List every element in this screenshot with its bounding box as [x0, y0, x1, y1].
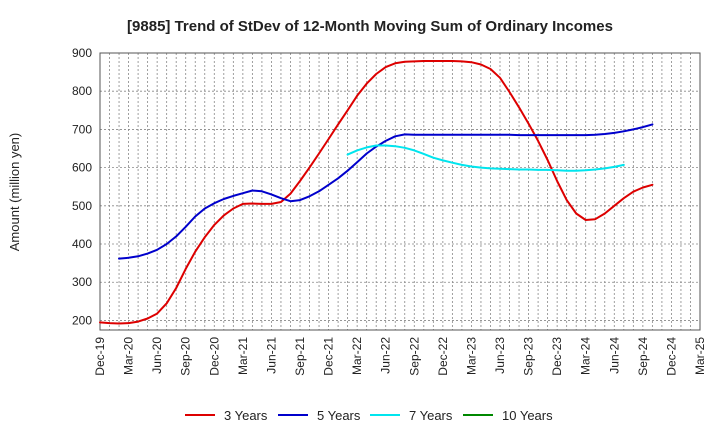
y-tick-label: 700 — [72, 122, 92, 136]
x-tick-label: Dec-19 — [93, 337, 107, 376]
y-axis-label: Amount (million yen) — [7, 133, 22, 252]
legend-label: 10 Years — [502, 408, 553, 423]
series-line-5-years — [118, 123, 654, 260]
x-tick-label: Mar-25 — [693, 337, 707, 375]
legend: 3 Years 5 Years 7 Years 10 Years — [185, 408, 553, 423]
x-tick-label: Dec-23 — [550, 337, 564, 376]
series-lines — [99, 60, 654, 325]
x-tick-label: Mar-22 — [350, 337, 364, 375]
y-tick-label: 400 — [72, 237, 92, 251]
x-tick-label: Dec-21 — [322, 337, 336, 376]
series-line-3-years — [99, 60, 654, 325]
x-tick-label: Mar-24 — [579, 337, 593, 375]
x-tick-label: Sep-21 — [293, 337, 307, 376]
x-tick-label: Mar-23 — [464, 337, 478, 375]
legend-label: 3 Years — [224, 408, 268, 423]
y-axis: 200 300 400 500 600 700 800 900 — [72, 46, 92, 327]
x-tick-label: Mar-20 — [122, 337, 136, 375]
x-tick-label: Jun-24 — [607, 337, 621, 374]
x-tick-label: Jun-23 — [493, 337, 507, 374]
y-tick-label: 200 — [72, 313, 92, 327]
x-tick-label: Dec-20 — [207, 337, 221, 376]
x-tick-label: Jun-20 — [150, 337, 164, 374]
x-axis: Dec-19 Mar-20 Jun-20 Sep-20 Dec-20 Mar-21 Jun-… — [93, 337, 707, 376]
x-tick-label: Mar-21 — [236, 337, 250, 375]
legend-label: 7 Years — [409, 408, 453, 423]
x-tick-label: Sep-23 — [522, 337, 536, 376]
y-tick-label: 300 — [72, 275, 92, 289]
y-tick-label: 500 — [72, 199, 92, 213]
y-tick-label: 600 — [72, 161, 92, 175]
x-tick-label: Sep-24 — [636, 337, 650, 376]
chart-title: [9885] Trend of StDev of 12-Month Moving… — [127, 18, 613, 35]
grid — [100, 52, 700, 330]
x-tick-label: Sep-20 — [179, 337, 193, 376]
legend-label: 5 Years — [317, 408, 361, 423]
x-tick-label: Dec-24 — [664, 337, 678, 376]
x-tick-label: Jun-21 — [264, 337, 278, 374]
x-tick-label: Jun-22 — [379, 337, 393, 374]
plot-area — [99, 52, 701, 331]
x-tick-label: Sep-22 — [407, 337, 421, 376]
series-line-7-years — [346, 144, 625, 172]
x-tick-label: Dec-22 — [436, 337, 450, 376]
y-tick-label: 900 — [72, 46, 92, 60]
y-tick-label: 800 — [72, 84, 92, 98]
